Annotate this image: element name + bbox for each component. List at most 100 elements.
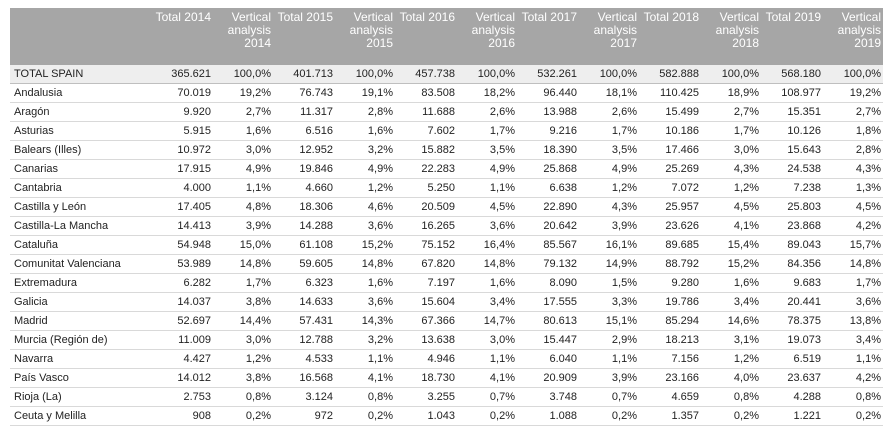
value-cell: 4,9% <box>581 159 641 179</box>
value-cell: 84.356 <box>763 254 825 274</box>
region-name-cell: Castilla-La Mancha <box>10 216 153 236</box>
value-cell: 9.280 <box>641 273 703 293</box>
value-cell: 1,7% <box>703 121 763 141</box>
value-cell: 57.431 <box>275 311 337 331</box>
value-cell: 1,7% <box>825 273 883 293</box>
value-cell: 67.820 <box>397 254 459 274</box>
value-cell: 4,1% <box>459 368 519 388</box>
value-cell: 1,6% <box>337 121 397 141</box>
value-cell: 12.788 <box>275 330 337 350</box>
value-cell: 4,9% <box>337 159 397 179</box>
value-cell: 15,0% <box>215 235 275 255</box>
table-row: Galicia 14.037 3,8% 14.633 3,6% 15.604 3,4% 17.… <box>10 292 883 312</box>
value-cell: 3,5% <box>459 140 519 160</box>
value-cell: 3,3% <box>581 292 641 312</box>
value-cell: 75.152 <box>397 235 459 255</box>
table-row: Castilla y León 17.405 4,8% 18.306 4,6% 20.50… <box>10 197 883 217</box>
value-cell: 100,0% <box>337 65 397 84</box>
value-cell: 4,3% <box>581 197 641 217</box>
value-cell: 6.040 <box>519 349 581 369</box>
table-header: Total 2014 Vertical analysis 2014 Total 20… <box>10 8 883 65</box>
value-cell: 6.638 <box>519 178 581 198</box>
value-cell: 23.626 <box>641 216 703 236</box>
value-cell: 908 <box>153 406 215 426</box>
region-name-cell: Murcia (Región de) <box>10 330 153 350</box>
value-cell: 100,0% <box>459 65 519 84</box>
value-cell: 18,1% <box>581 83 641 103</box>
value-cell: 1,6% <box>459 273 519 293</box>
value-cell: 15.643 <box>763 140 825 160</box>
value-cell: 13,8% <box>825 311 883 331</box>
value-cell: 3,6% <box>337 292 397 312</box>
value-cell: 4,5% <box>459 197 519 217</box>
region-name-cell: Madrid <box>10 311 153 331</box>
value-cell: 0,2% <box>459 406 519 426</box>
value-cell: 89.043 <box>763 235 825 255</box>
value-cell: 4,6% <box>337 197 397 217</box>
value-cell: 18.213 <box>641 330 703 350</box>
value-cell: 11.688 <box>397 102 459 122</box>
value-cell: 4.288 <box>763 387 825 407</box>
table-row: Ceuta y Melilla 908 0,2% 972 0,2% 1.043 0,2% 1.… <box>10 406 883 426</box>
value-cell: 1.043 <box>397 406 459 426</box>
value-cell: 3,0% <box>703 140 763 160</box>
value-cell: 0,2% <box>215 406 275 426</box>
value-cell: 3,8% <box>215 368 275 388</box>
value-cell: 1,1% <box>337 349 397 369</box>
table-row: Extremadura 6.282 1,7% 6.323 1,6% 7.197 1,6% 8.… <box>10 273 883 293</box>
value-cell: 2,7% <box>703 102 763 122</box>
region-name-cell: Ceuta y Melilla <box>10 406 153 426</box>
value-cell: 4,0% <box>703 368 763 388</box>
value-cell: 9.920 <box>153 102 215 122</box>
value-cell: 15.499 <box>641 102 703 122</box>
region-name-cell: Andalusia <box>10 83 153 103</box>
value-cell: 89.685 <box>641 235 703 255</box>
value-cell: 9.683 <box>763 273 825 293</box>
value-cell: 14,7% <box>459 311 519 331</box>
value-cell: 15,4% <box>703 235 763 255</box>
header-cell: Vertical analysis 2017 <box>581 8 641 65</box>
value-cell: 10.126 <box>763 121 825 141</box>
value-cell: 11.317 <box>275 102 337 122</box>
value-cell: 14,8% <box>825 254 883 274</box>
value-cell: 1.088 <box>519 406 581 426</box>
value-cell: 1,7% <box>581 121 641 141</box>
value-cell: 1,3% <box>825 178 883 198</box>
value-cell: 0,2% <box>337 406 397 426</box>
value-cell: 80.613 <box>519 311 581 331</box>
value-cell: 18.306 <box>275 197 337 217</box>
table-row: Rioja (La) 2.753 0,8% 3.124 0,8% 3.255 0,7% 3.7… <box>10 387 883 407</box>
value-cell: 3,2% <box>337 330 397 350</box>
value-cell: 3,4% <box>703 292 763 312</box>
value-cell: 1,5% <box>581 273 641 293</box>
region-name-cell: Canarias <box>10 159 153 179</box>
value-cell: 1.357 <box>641 406 703 426</box>
value-cell: 14,8% <box>459 254 519 274</box>
header-cell: Total 2018 <box>641 8 703 65</box>
value-cell: 2,6% <box>581 102 641 122</box>
header-cell: Total 2019 <box>763 8 825 65</box>
value-cell: 24.538 <box>763 159 825 179</box>
value-cell: 23.868 <box>763 216 825 236</box>
value-cell: 14.413 <box>153 216 215 236</box>
value-cell: 2,9% <box>581 330 641 350</box>
value-cell: 16.568 <box>275 368 337 388</box>
region-name-cell: TOTAL SPAIN <box>10 65 153 84</box>
region-name-cell: Cataluña <box>10 235 153 255</box>
value-cell: 78.375 <box>763 311 825 331</box>
value-cell: 14,6% <box>703 311 763 331</box>
value-cell: 4,2% <box>825 368 883 388</box>
region-name-cell: Rioja (La) <box>10 387 153 407</box>
value-cell: 4.946 <box>397 349 459 369</box>
value-cell: 15,1% <box>581 311 641 331</box>
value-cell: 19,2% <box>825 83 883 103</box>
table-row: Asturias 5.915 1,6% 6.516 1,6% 7.602 1,7% 9.216… <box>10 121 883 141</box>
value-cell: 100,0% <box>825 65 883 84</box>
header-cell: Total 2017 <box>519 8 581 65</box>
value-cell: 15,2% <box>703 254 763 274</box>
value-cell: 14.633 <box>275 292 337 312</box>
value-cell: 14,8% <box>215 254 275 274</box>
value-cell: 6.282 <box>153 273 215 293</box>
value-cell: 1,1% <box>459 349 519 369</box>
value-cell: 1,6% <box>703 273 763 293</box>
